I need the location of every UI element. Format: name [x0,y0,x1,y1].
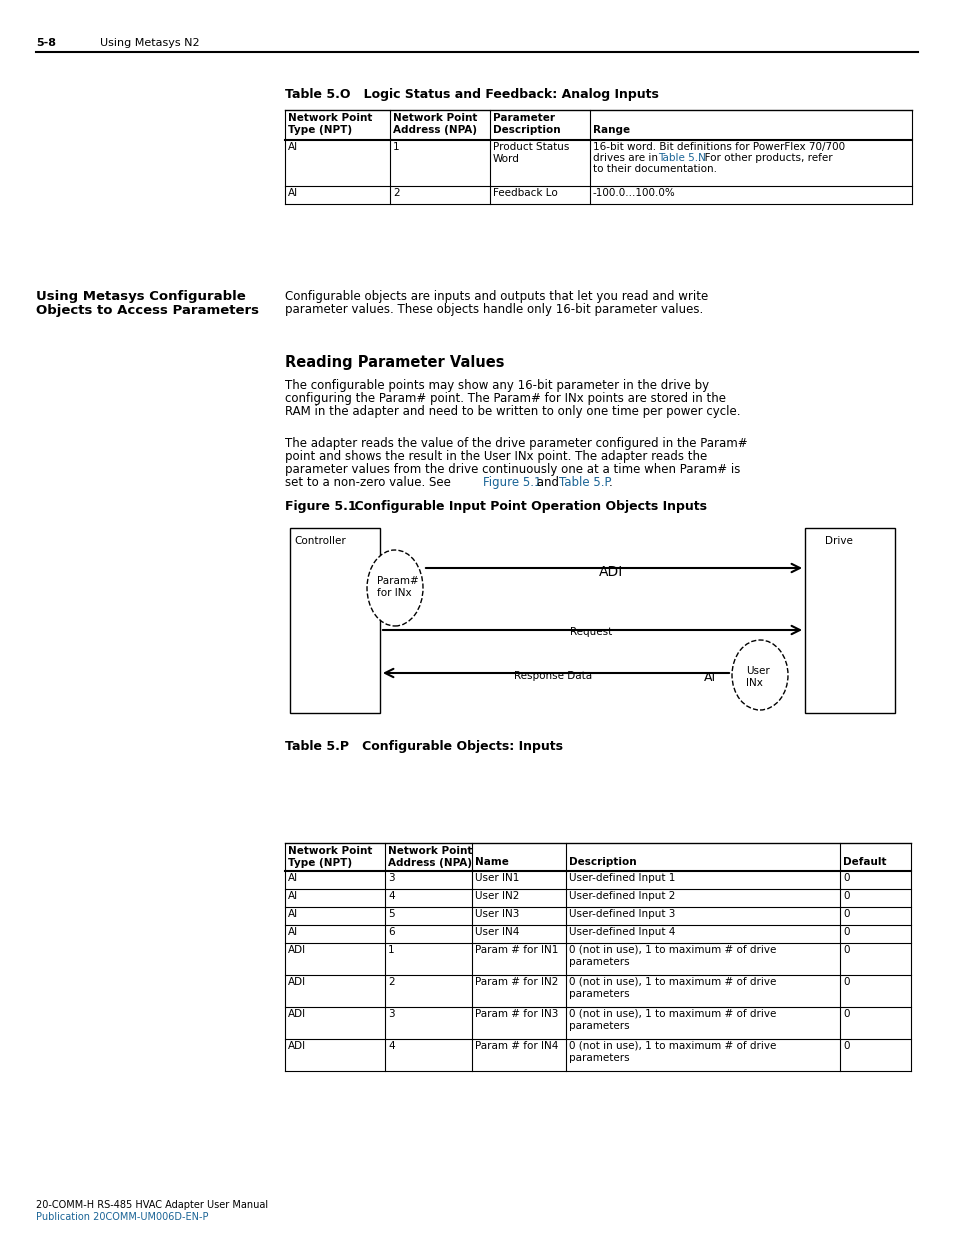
Ellipse shape [367,550,422,626]
Text: Request: Request [570,627,612,637]
Text: Default: Default [842,857,885,867]
Text: The adapter reads the value of the drive parameter configured in the Param#: The adapter reads the value of the drive… [285,437,747,450]
Text: Param # for IN1: Param # for IN1 [475,945,558,955]
Text: AI: AI [288,873,297,883]
Text: Feedback Lo: Feedback Lo [493,188,558,198]
Text: Network Point
Type (NPT): Network Point Type (NPT) [288,112,372,135]
Text: Param # for IN2: Param # for IN2 [475,977,558,987]
Text: User
INx: User INx [745,666,769,688]
Text: parameter values. These objects handle only 16-bit parameter values.: parameter values. These objects handle o… [285,303,702,316]
Text: ADI: ADI [288,1041,306,1051]
Text: Using Metasys N2: Using Metasys N2 [100,38,199,48]
Ellipse shape [731,640,787,710]
Text: point and shows the result in the User INx point. The adapter reads the: point and shows the result in the User I… [285,450,706,463]
Bar [290,529,379,713]
Text: AI: AI [288,142,297,152]
Text: Response Data: Response Data [514,671,592,680]
Text: 1: 1 [388,945,395,955]
Text: 0: 0 [842,909,848,919]
Text: configuring the Param# point. The Param# for INx points are stored in the: configuring the Param# point. The Param#… [285,391,725,405]
Text: 16-bit word. Bit definitions for PowerFlex 70/700: 16-bit word. Bit definitions for PowerFl… [593,142,844,152]
Text: Param#
for INx: Param# for INx [376,576,418,598]
Text: Network Point
Type (NPT): Network Point Type (NPT) [288,846,372,868]
Text: to their documentation.: to their documentation. [593,164,717,174]
Text: -100.0...100.0%: -100.0...100.0% [593,188,675,198]
Text: User IN3: User IN3 [475,909,518,919]
Text: 5: 5 [388,909,395,919]
Text: User-defined Input 4: User-defined Input 4 [568,927,675,937]
Text: Param # for IN3: Param # for IN3 [475,1009,558,1019]
Text: 0: 0 [842,1009,848,1019]
Text: Table 5.O   Logic Status and Feedback: Analog Inputs: Table 5.O Logic Status and Feedback: Ana… [285,88,659,101]
Text: ADI: ADI [598,564,622,579]
Text: 0 (not in use), 1 to maximum # of drive
parameters: 0 (not in use), 1 to maximum # of drive … [568,945,776,967]
Text: User-defined Input 1: User-defined Input 1 [568,873,675,883]
Text: User IN1: User IN1 [475,873,518,883]
Text: AI: AI [703,671,716,684]
Text: 0: 0 [842,945,848,955]
Text: Param # for IN4: Param # for IN4 [475,1041,558,1051]
Text: User-defined Input 3: User-defined Input 3 [568,909,675,919]
Text: Table 5.P   Configurable Objects: Inputs: Table 5.P Configurable Objects: Inputs [285,740,562,753]
Bar [804,529,894,713]
Text: Table 5.N: Table 5.N [658,153,705,163]
Text: Using Metasys Configurable: Using Metasys Configurable [36,290,246,303]
Text: Figure 5.1: Figure 5.1 [285,500,356,513]
Text: User-defined Input 2: User-defined Input 2 [568,890,675,902]
Text: AI: AI [288,927,297,937]
Text: set to a non-zero value. See: set to a non-zero value. See [285,475,455,489]
Text: 0: 0 [842,890,848,902]
Text: 4: 4 [388,890,395,902]
Text: Configurable Input Point Operation Objects Inputs: Configurable Input Point Operation Objec… [336,500,706,513]
Text: 2: 2 [393,188,399,198]
Text: 0 (not in use), 1 to maximum # of drive
parameters: 0 (not in use), 1 to maximum # of drive … [568,1009,776,1030]
Text: drives are in: drives are in [593,153,660,163]
Text: Configurable objects are inputs and outputs that let you read and write: Configurable objects are inputs and outp… [285,290,707,303]
Text: 1: 1 [393,142,399,152]
Text: Name: Name [475,857,508,867]
Text: 6: 6 [388,927,395,937]
Text: Reading Parameter Values: Reading Parameter Values [285,354,504,370]
Text: 0 (not in use), 1 to maximum # of drive
parameters: 0 (not in use), 1 to maximum # of drive … [568,977,776,999]
Text: 0: 0 [842,977,848,987]
Text: 0 (not in use), 1 to maximum # of drive
parameters: 0 (not in use), 1 to maximum # of drive … [568,1041,776,1062]
Text: 3: 3 [388,873,395,883]
Text: 0: 0 [842,927,848,937]
Text: ADI: ADI [288,977,306,987]
Text: 0: 0 [842,1041,848,1051]
Text: AI: AI [288,909,297,919]
Text: 0: 0 [842,873,848,883]
Text: 20-COMM-H RS-485 HVAC Adapter User Manual: 20-COMM-H RS-485 HVAC Adapter User Manua… [36,1200,268,1210]
Text: ADI: ADI [288,945,306,955]
Text: 3: 3 [388,1009,395,1019]
Text: AI: AI [288,890,297,902]
Text: Objects to Access Parameters: Objects to Access Parameters [36,304,258,317]
Text: Range: Range [593,125,630,135]
Text: Controller: Controller [294,536,345,546]
Text: 2: 2 [388,977,395,987]
Text: Product Status
Word: Product Status Word [493,142,569,163]
Text: Network Point
Address (NPA): Network Point Address (NPA) [388,846,472,868]
Text: Table 5.P: Table 5.P [558,475,611,489]
Text: Figure 5.1: Figure 5.1 [482,475,541,489]
Text: User IN2: User IN2 [475,890,518,902]
Text: Drive: Drive [824,536,852,546]
Text: AI: AI [288,188,297,198]
Text: RAM in the adapter and need to be written to only one time per power cycle.: RAM in the adapter and need to be writte… [285,405,740,417]
Text: Network Point
Address (NPA): Network Point Address (NPA) [393,112,476,135]
Text: . For other products, refer: . For other products, refer [698,153,832,163]
Text: User IN4: User IN4 [475,927,518,937]
Text: The configurable points may show any 16-bit parameter in the drive by: The configurable points may show any 16-… [285,379,708,391]
Text: ADI: ADI [288,1009,306,1019]
Text: .: . [608,475,612,489]
Text: 5-8: 5-8 [36,38,56,48]
Text: 4: 4 [388,1041,395,1051]
Text: Publication 20COMM-UM006D-EN-P: Publication 20COMM-UM006D-EN-P [36,1212,209,1221]
Text: Parameter
Description: Parameter Description [493,112,560,135]
Text: and: and [533,475,562,489]
Text: parameter values from the drive continuously one at a time when Param# is: parameter values from the drive continuo… [285,463,740,475]
Text: Description: Description [568,857,636,867]
